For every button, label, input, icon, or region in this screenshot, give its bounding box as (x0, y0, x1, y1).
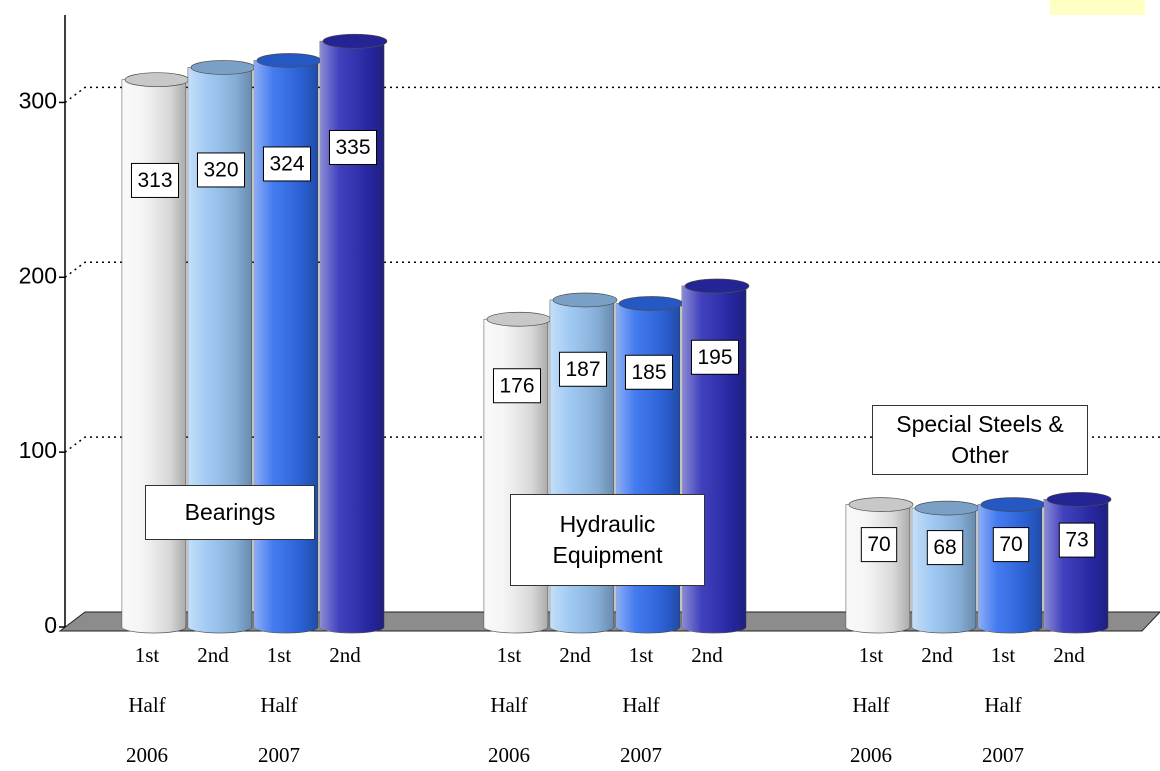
y-tick-label: 0 (44, 612, 57, 638)
x-tick-label: Half (490, 693, 527, 717)
bar-shading (1044, 499, 1108, 633)
data-label: 68 (933, 536, 956, 559)
x-tick-label: 2006 (488, 743, 530, 767)
x-tick-label: 2nd (559, 643, 591, 667)
bar-top-shade (1047, 492, 1111, 507)
bar-top (684, 278, 750, 294)
bar-top-shade (191, 60, 255, 75)
bar-shading (912, 508, 976, 633)
bar-top-shade (915, 501, 979, 516)
x-tick-label: 2007 (258, 743, 300, 767)
data-label: 70 (867, 533, 890, 556)
bar-top (552, 292, 618, 308)
bar-top-shade (487, 312, 551, 327)
bar-shading (846, 504, 910, 633)
category-label: Special Steels & Other (872, 405, 1088, 475)
data-label-box (130, 162, 180, 198)
data-label-box (262, 146, 312, 182)
bar-shading (188, 67, 252, 633)
bar-top (848, 497, 914, 512)
data-label: 324 (269, 153, 304, 176)
data-label: 187 (565, 358, 600, 381)
y-tick-label: 300 (19, 88, 57, 114)
bar-top-shade (125, 72, 189, 87)
x-tick-label: 1st (859, 643, 884, 667)
x-tick-label: 2nd (921, 643, 953, 667)
bar-shading (254, 60, 318, 634)
x-tick-label: Half (852, 693, 889, 717)
data-label-box (690, 339, 740, 375)
x-tick-label: 2nd (329, 643, 361, 667)
data-label: 185 (631, 361, 666, 384)
bar-top-shade (619, 296, 683, 311)
bar-top-shade (257, 53, 321, 68)
bar-top-shade (323, 34, 387, 49)
bar-top-shade (981, 497, 1045, 512)
x-tick-label: 1st (629, 643, 654, 667)
x-tick-label: 2007 (982, 743, 1024, 767)
bar-top-shade (553, 293, 617, 308)
x-tick-label: 1st (267, 643, 292, 667)
bar-top (322, 33, 388, 49)
bar-shading (122, 79, 186, 633)
data-label-box (624, 354, 674, 390)
data-label-box (926, 530, 964, 566)
x-tick-label: 2006 (126, 743, 168, 767)
x-tick-label: 1st (135, 643, 160, 667)
data-label: 73 (1065, 529, 1088, 552)
data-label-box (860, 527, 898, 563)
category-label: Bearings (145, 485, 315, 540)
data-label: 195 (697, 346, 732, 369)
grid-line (64, 86, 1160, 104)
data-label-box (196, 152, 246, 188)
x-tick-label: 1st (991, 643, 1016, 667)
data-label-box (992, 527, 1030, 563)
category-label: Hydraulic Equipment (510, 494, 705, 586)
data-label: 313 (137, 169, 172, 192)
data-label-box (558, 351, 608, 387)
x-tick-label: 2007 (620, 743, 662, 767)
y-tick-label: 200 (19, 262, 57, 288)
grid-line (64, 261, 1160, 278)
bar-shading (320, 41, 384, 633)
bar-top-shade (685, 279, 749, 294)
x-tick-label: 2nd (197, 643, 229, 667)
x-tick-label: Half (622, 693, 659, 717)
x-tick-label: 2006 (850, 743, 892, 767)
x-tick-label: 1st (497, 643, 522, 667)
x-tick-label: 2nd (691, 643, 723, 667)
highlight-box (1050, 0, 1145, 15)
y-tick-label: 100 (19, 437, 57, 463)
data-label-box (492, 368, 542, 404)
data-label: 70 (999, 533, 1022, 556)
x-tick-label: 2nd (1053, 643, 1085, 667)
x-tick-label: Half (128, 693, 165, 717)
bar-top (1046, 492, 1112, 507)
data-label-box (1058, 522, 1096, 558)
data-label: 320 (203, 159, 238, 182)
bar-shading (978, 504, 1042, 633)
x-tick-label: Half (984, 693, 1021, 717)
data-label: 335 (335, 136, 370, 159)
grid-line (64, 436, 1160, 453)
data-label-box (328, 129, 378, 165)
bar-top-shade (849, 497, 913, 512)
x-tick-label: Half (260, 693, 297, 717)
data-label: 176 (499, 374, 534, 397)
